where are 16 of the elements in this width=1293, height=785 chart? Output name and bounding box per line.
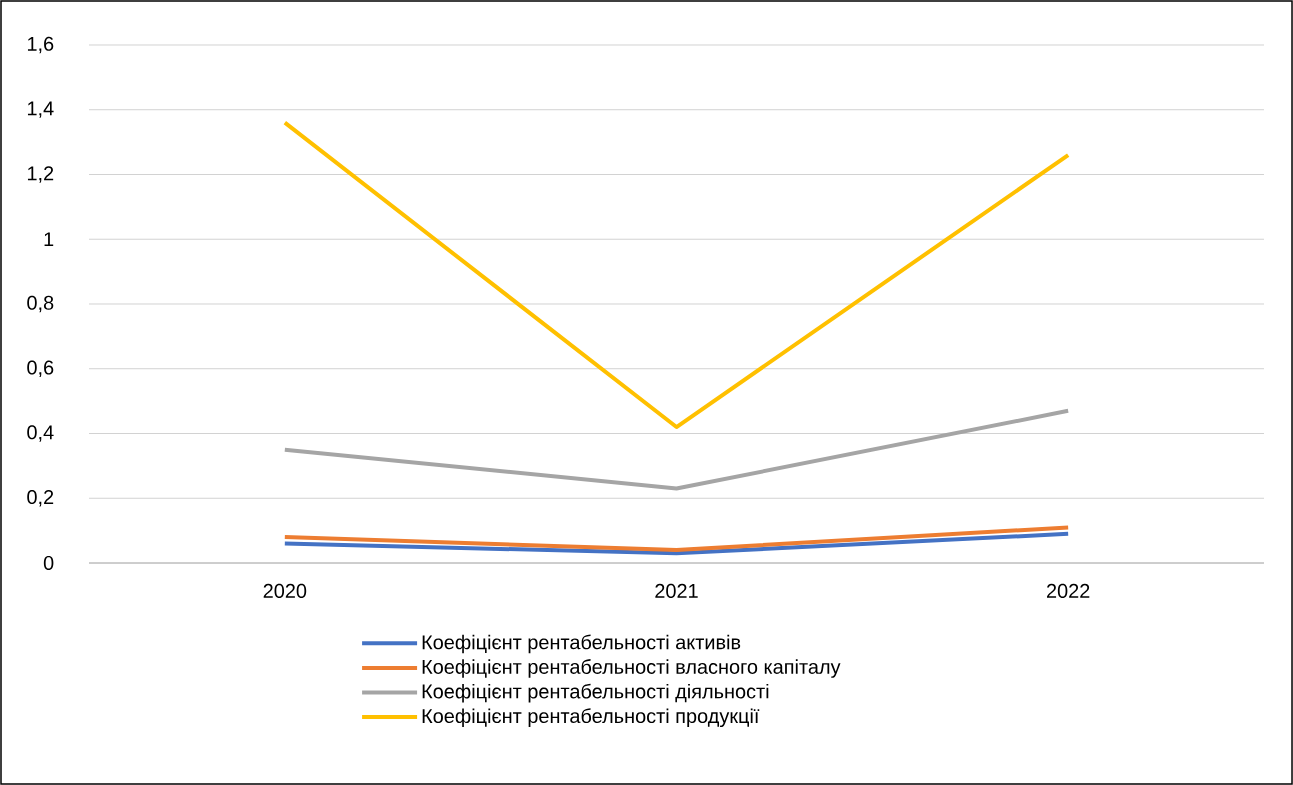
x-tick-label: 2020 xyxy=(263,583,307,598)
y-tick-label: 1,6 xyxy=(27,36,54,54)
x-tick-label: 2021 xyxy=(655,583,698,598)
y-tick-label: 0,2 xyxy=(27,490,54,507)
y-tick-label: 1,2 xyxy=(27,166,54,183)
y-tick-label: 0 xyxy=(43,555,54,571)
y-tick-label: 0,4 xyxy=(27,425,54,442)
legend-label: Коефіцієнт рентабельності активів xyxy=(422,634,741,654)
y-tick-label: 1,4 xyxy=(27,101,54,118)
legend-label: Коефіцієнт рентабельності власного капіталу xyxy=(422,659,841,678)
legend-label: Коефіцієнт рентабельності діяльності xyxy=(422,683,769,703)
y-tick-label: 0,8 xyxy=(27,295,54,313)
legend-label: Коефіцієнт рентабельності продукції xyxy=(422,708,760,728)
y-tick-label: 0,6 xyxy=(27,360,54,377)
x-tick-label: 2022 xyxy=(1047,583,1090,598)
y-tick-label: 1 xyxy=(44,232,54,247)
